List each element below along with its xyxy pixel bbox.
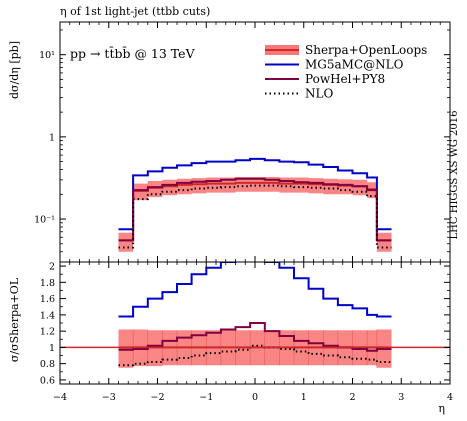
ratio-y-tick-label: 2 bbox=[49, 262, 55, 273]
x-tick-label: −2 bbox=[150, 392, 164, 403]
ratio-mg5amc-nlo-line bbox=[118, 262, 392, 318]
legend-label: Sherpa+OpenLoops bbox=[305, 43, 427, 57]
main-mg5amc-nlo-line bbox=[118, 157, 392, 231]
main-powhel-py8-line bbox=[118, 177, 392, 242]
ratio-y-tick-label: 1 bbox=[49, 343, 55, 354]
main-y-tick-label: 1 bbox=[49, 132, 55, 143]
ratio-ylabel: σ/σSherpa+OL bbox=[8, 277, 21, 362]
side-label: LHC HIGGS XS WG 2016 bbox=[449, 111, 460, 240]
main-y-tick-label: 10⁻¹ bbox=[34, 215, 55, 226]
legend-label: PowHel+PY8 bbox=[305, 72, 385, 86]
x-tick-label: −3 bbox=[102, 392, 116, 403]
x-tick-labels: −4 −3 −2 −1 0 1 2 3 4 bbox=[53, 392, 453, 403]
legend-label: MG5aMC@NLO bbox=[305, 58, 404, 72]
ratio-y-tick-label: 1.2 bbox=[40, 327, 55, 338]
legend-label: NLO bbox=[305, 87, 333, 101]
main-y-tick-label: 10¹ bbox=[39, 50, 55, 61]
ratio-y-tick-label: 1.8 bbox=[40, 278, 55, 289]
x-tick-label: 4 bbox=[447, 392, 453, 403]
x-tick-label: 1 bbox=[301, 392, 307, 403]
ratio-panel: 0.6 0.8 1 1.2 1.4 1.6 1.8 2 bbox=[40, 261, 451, 386]
ratio-y-tick-label: 1.4 bbox=[40, 310, 55, 321]
chart-title: η of 1st light-jet (ttbb cuts) bbox=[60, 5, 210, 18]
ratio-sherpa-openloops-band bbox=[118, 329, 392, 368]
main-ylabel: dσ/dη [pb] bbox=[8, 41, 21, 99]
main-sherpa-openloops-band bbox=[118, 177, 392, 252]
x-tick-label: −1 bbox=[199, 392, 213, 403]
ratio-y-tick-label: 0.6 bbox=[40, 375, 55, 386]
process-label: pp → tt̄bb̄ @ 13 TeV bbox=[70, 45, 196, 61]
x-tick-label: −4 bbox=[53, 392, 67, 403]
ratio-nlo-line bbox=[118, 344, 392, 367]
x-axis-title: η bbox=[438, 402, 445, 415]
legend-item-mg5amc-nlo: MG5aMC@NLO bbox=[265, 58, 404, 72]
x-tick-label: 0 bbox=[252, 392, 258, 403]
ratio-y-tick-label: 0.8 bbox=[40, 359, 55, 370]
ratio-y-tick-label: 1.6 bbox=[40, 294, 55, 305]
main-nlo-line bbox=[118, 184, 392, 249]
legend-item-nlo: NLO bbox=[265, 87, 333, 101]
legend-item-powhel-py8: PowHel+PY8 bbox=[265, 72, 385, 86]
x-tick-label: 2 bbox=[349, 392, 355, 403]
x-tick-label: 3 bbox=[398, 392, 404, 403]
legend-item-sherpa-openloops: Sherpa+OpenLoops bbox=[265, 43, 427, 57]
